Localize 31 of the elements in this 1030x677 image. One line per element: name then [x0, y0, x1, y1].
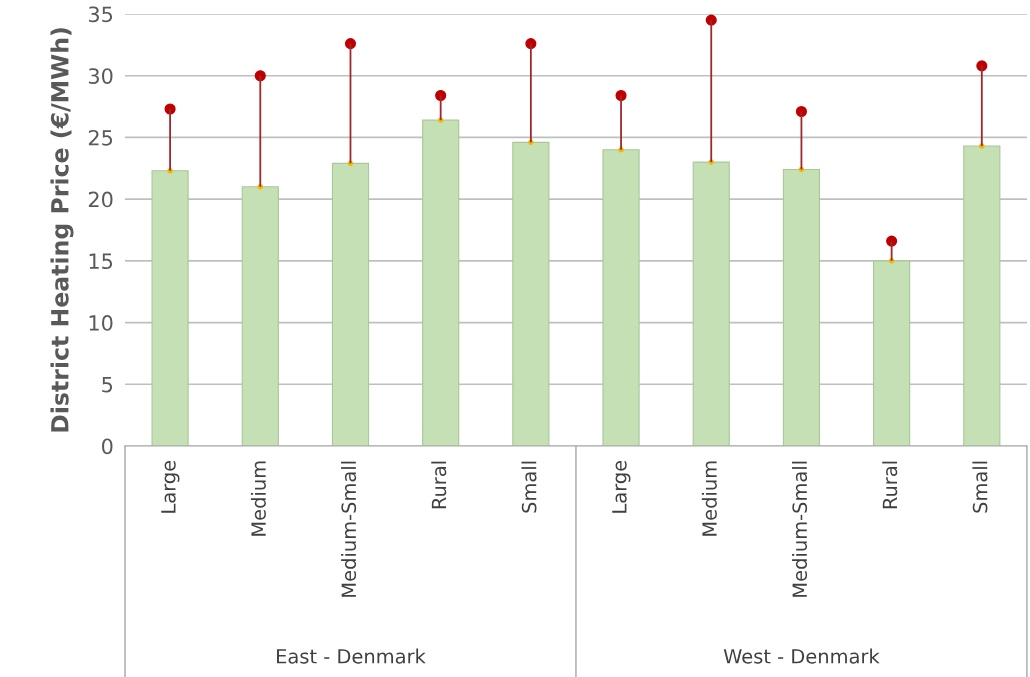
x-tick-label: Medium	[701, 461, 717, 536]
y-tick-label: 30	[88, 68, 113, 84]
bar	[422, 119, 460, 446]
x-tick-label: Large	[612, 460, 631, 513]
y-tick-label: 5	[102, 377, 113, 393]
x-tick-label: Medium	[250, 461, 266, 536]
x-tick-label: Medium-Small	[341, 461, 357, 597]
x-tick-label: Medium-Small	[792, 461, 808, 597]
bar	[602, 149, 640, 446]
y-tick-label: 20	[88, 191, 113, 208]
y-tick-label: 15	[89, 253, 113, 270]
bar	[782, 168, 821, 446]
y-tick-label: 25	[88, 129, 113, 146]
bar	[151, 170, 189, 446]
x-tick-label: Rural	[882, 461, 898, 509]
y-axis-title: District Heating Price (€/MWh)	[50, 28, 74, 432]
y-tick-label: 35	[88, 6, 113, 23]
bar	[873, 260, 911, 446]
x-tick-label: Small	[972, 461, 988, 513]
x-tick-label: Large	[161, 460, 180, 513]
bar	[963, 145, 1001, 446]
bar	[241, 186, 279, 446]
x-tick-label: Rural	[431, 461, 447, 509]
y-tick-label: 10	[89, 315, 113, 331]
y-tick-label: 0	[102, 438, 113, 455]
bar	[512, 141, 550, 446]
x-tick-label: Small	[521, 461, 537, 513]
text: East - Denmark	[277, 648, 426, 664]
bar	[331, 162, 370, 446]
bar	[692, 161, 730, 446]
text: West - Denmark	[723, 648, 880, 664]
